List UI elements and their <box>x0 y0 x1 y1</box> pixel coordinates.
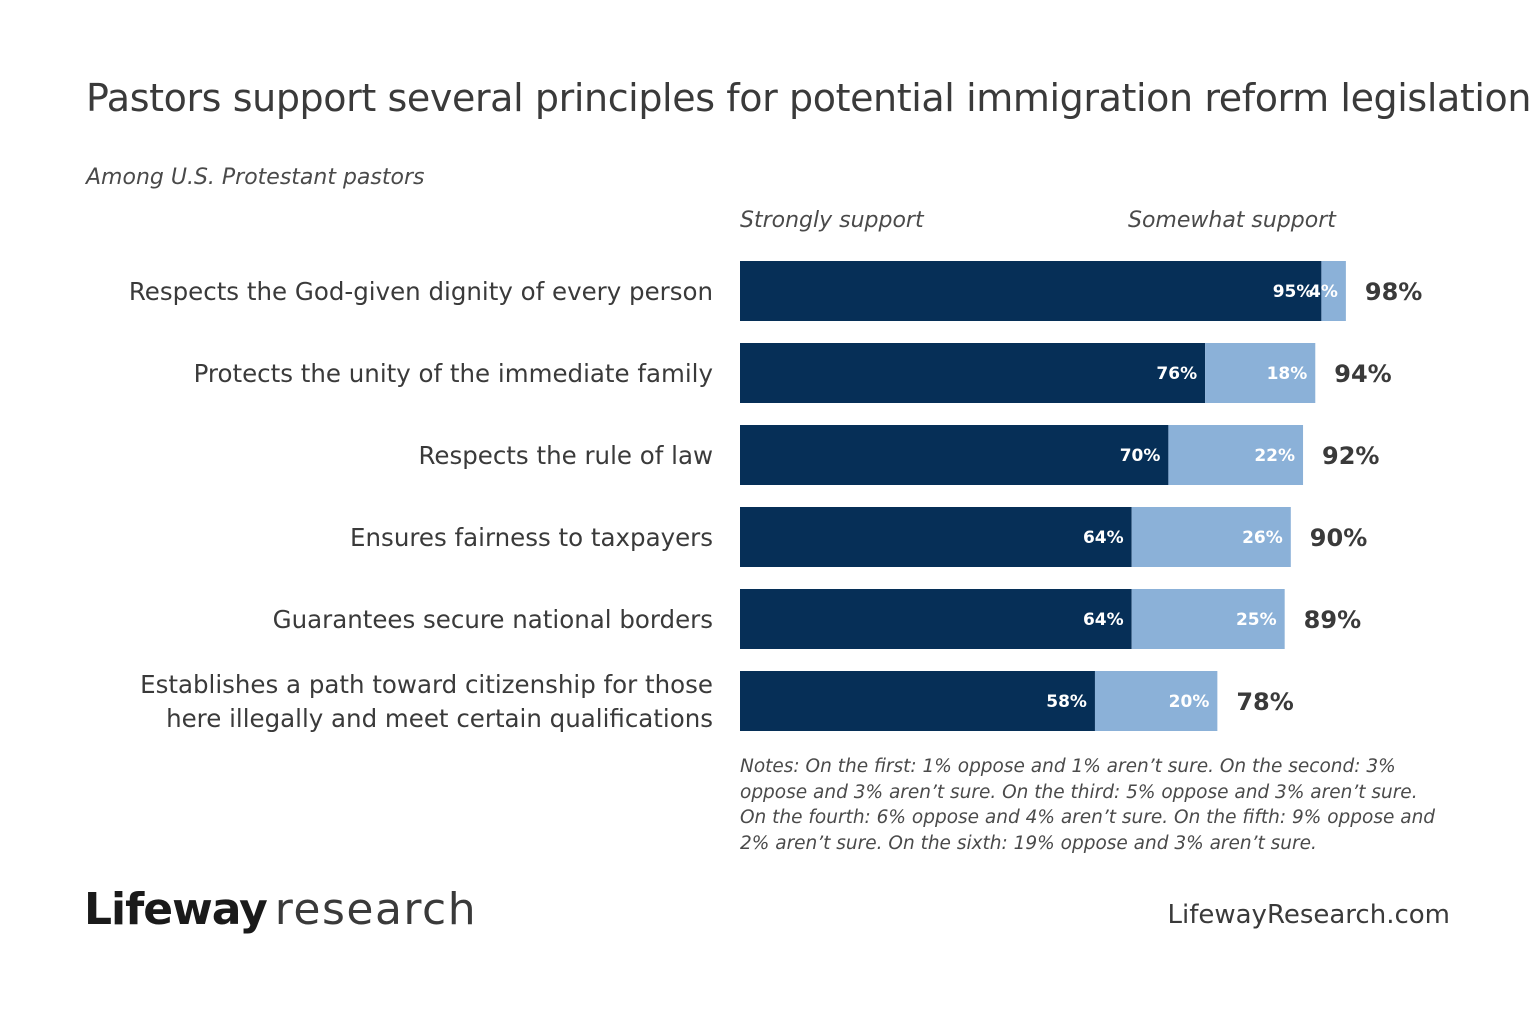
bar-somewhat-support <box>1168 425 1304 485</box>
total-label: 98% <box>1365 278 1422 306</box>
value-label-somewhat: 4% <box>1309 282 1338 302</box>
bar-strongly-support <box>740 261 1322 321</box>
bar-somewhat-support <box>1094 671 1218 731</box>
bar-strongly-support <box>740 589 1132 649</box>
chart-title: Pastors support several principles for p… <box>86 76 1532 120</box>
category-label: Ensures fairness to taxpayers <box>350 523 713 552</box>
value-label-strongly: 70% <box>1120 446 1161 466</box>
legend-strongly-support: Strongly support <box>740 208 924 233</box>
chart-subtitle: Among U.S. Protestant pastors <box>86 165 425 190</box>
category-label: Respects the rule of law <box>418 441 713 470</box>
value-label-strongly: 76% <box>1156 364 1197 384</box>
bar-strongly-support <box>740 343 1206 403</box>
value-label-strongly: 64% <box>1083 528 1124 548</box>
total-label: 92% <box>1322 442 1379 470</box>
category-label: Protects the unity of the immediate fami… <box>194 359 713 388</box>
lifeway-research-logo: Lifeway research <box>84 884 477 935</box>
bar-somewhat-support <box>1131 589 1285 649</box>
value-label-strongly: 64% <box>1083 610 1124 630</box>
category-label: Guarantees secure national borders <box>273 605 713 634</box>
value-label-somewhat: 18% <box>1267 364 1308 384</box>
chart-notes: Notes: On the first: 1% oppose and 1% ar… <box>740 756 1436 854</box>
logo-wordmark-light: research <box>274 884 478 935</box>
bar-somewhat-support <box>1205 343 1316 403</box>
total-label: 94% <box>1334 360 1391 388</box>
category-label: Establishes a path toward citizenship fo… <box>140 670 713 699</box>
bar-strongly-support <box>740 671 1095 731</box>
value-label-somewhat: 26% <box>1242 528 1283 548</box>
bar-somewhat-support <box>1131 507 1291 567</box>
bar-strongly-support <box>740 425 1169 485</box>
value-label-strongly: 95% <box>1273 282 1314 302</box>
value-label-strongly: 58% <box>1046 692 1087 712</box>
total-label: 90% <box>1310 524 1367 552</box>
category-label: Respects the God-given dignity of every … <box>129 277 713 306</box>
total-label: 78% <box>1236 688 1293 716</box>
value-label-somewhat: 20% <box>1169 692 1210 712</box>
legend-somewhat-support: Somewhat support <box>1128 208 1336 233</box>
total-label: 89% <box>1304 606 1361 634</box>
logo-wordmark-bold: Lifeway <box>84 884 268 935</box>
value-label-somewhat: 25% <box>1236 610 1277 630</box>
bar-somewhat-support <box>1321 261 1346 321</box>
value-label-somewhat: 22% <box>1254 446 1295 466</box>
category-label: here illegally and meet certain qualific… <box>166 704 713 733</box>
bar-strongly-support <box>740 507 1132 567</box>
site-url: LifewayResearch.com <box>1167 900 1451 930</box>
